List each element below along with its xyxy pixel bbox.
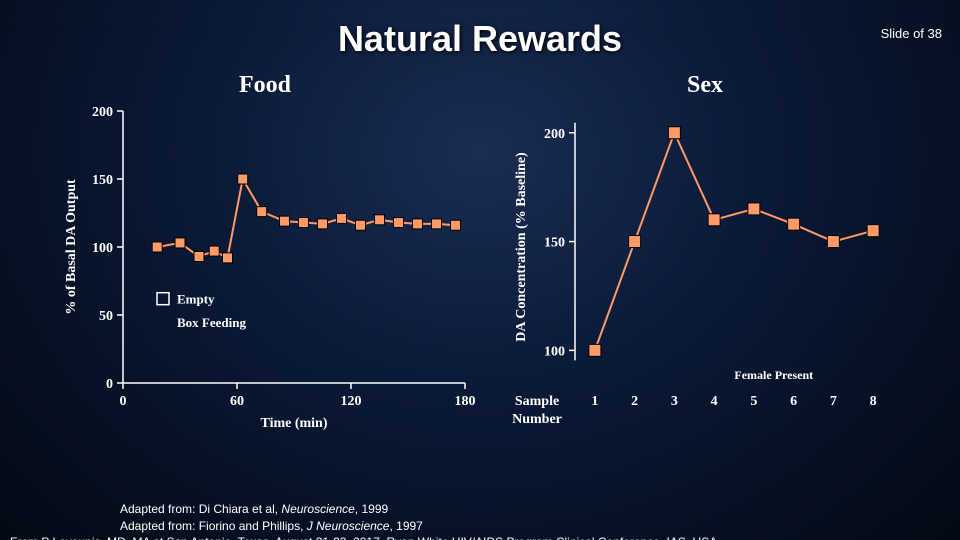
citation-2-ital: J Neuroscience	[307, 519, 390, 533]
citation-1-ital: Neuroscience	[281, 502, 354, 516]
svg-text:60: 60	[230, 394, 244, 409]
svg-text:Sample: Sample	[515, 394, 559, 409]
svg-text:0: 0	[106, 377, 113, 392]
svg-text:180: 180	[455, 394, 476, 409]
citation-2-pre: Adapted from: Fiorino and Phillips,	[120, 519, 307, 533]
svg-text:% of Basal DA Output: % of Basal DA Output	[64, 179, 79, 315]
food-chart-container: Food 0 50 100 150 200 0 60 120 180 % of Basal DA …	[55, 72, 475, 438]
slide-counter: Slide of 38	[881, 26, 942, 41]
svg-text:Box Feeding: Box Feeding	[177, 315, 246, 330]
svg-text:200: 200	[92, 105, 113, 120]
svg-text:150: 150	[92, 173, 113, 188]
sex-chart-title: Sex	[505, 72, 905, 99]
svg-text:3: 3	[671, 394, 678, 409]
svg-text:200: 200	[544, 127, 565, 142]
svg-text:100: 100	[544, 344, 565, 359]
food-chart: 0 50 100 150 200 0 60 120 180 % of Basal DA Outpu…	[55, 103, 475, 433]
svg-text:1: 1	[591, 394, 598, 409]
citation-1-pre: Adapted from: Di Chiara et al,	[120, 502, 281, 516]
footer-citations: Adapted from: Di Chiara et al, Neuroscie…	[10, 501, 950, 540]
citation-2-post: , 1997	[389, 519, 422, 533]
svg-text:7: 7	[830, 394, 837, 409]
svg-text:5: 5	[750, 394, 757, 409]
svg-text:0: 0	[120, 394, 127, 409]
svg-text:2: 2	[631, 394, 638, 409]
svg-text:50: 50	[99, 309, 113, 324]
svg-text:Female Present: Female Present	[734, 368, 813, 382]
svg-text:150: 150	[544, 236, 565, 251]
sex-chart-container: Sex 100 150 200 1 2 3 4 5 6 7 8 DA Concentration (%…	[505, 72, 905, 438]
svg-text:4: 4	[711, 394, 718, 409]
food-chart-title: Food	[55, 72, 475, 99]
citation-1-post: , 1999	[355, 502, 388, 516]
svg-text:6: 6	[790, 394, 797, 409]
svg-text:Number: Number	[512, 412, 562, 427]
sex-chart: 100 150 200 1 2 3 4 5 6 7 8 DA Concentration (% Bas…	[505, 103, 905, 433]
charts-container: Food 0 50 100 150 200 0 60 120 180 % of Basal DA …	[0, 72, 960, 438]
svg-text:Time (min): Time (min)	[260, 416, 327, 431]
page-title: Natural Rewards	[0, 18, 960, 60]
citation-1: Adapted from: Di Chiara et al, Neuroscie…	[120, 501, 950, 517]
svg-text:8: 8	[870, 394, 877, 409]
svg-text:120: 120	[341, 394, 362, 409]
svg-text:Empty: Empty	[177, 292, 215, 307]
svg-text:DA Concentration (% Baseline): DA Concentration (% Baseline)	[514, 152, 529, 342]
citation-3: From P Levounis, MD, MA at San Antonio, …	[10, 534, 950, 540]
svg-text:100: 100	[92, 241, 113, 256]
citation-2: Adapted from: Fiorino and Phillips, J Ne…	[120, 518, 950, 534]
